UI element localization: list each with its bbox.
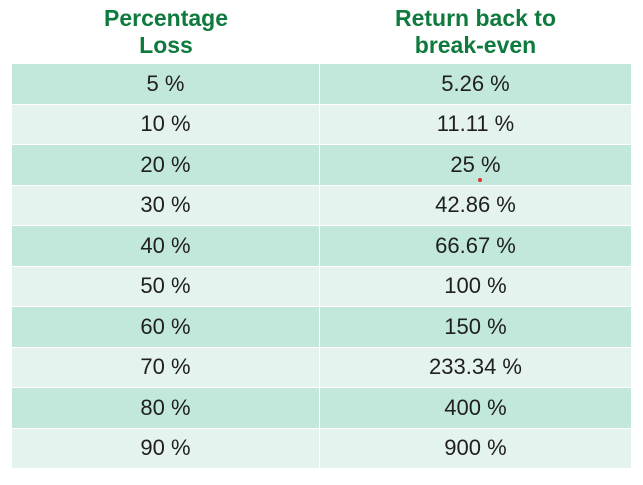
return-cell: 11.11 % (436, 111, 515, 137)
table-row: 50 % 100 % (12, 266, 631, 307)
loss-cell: 50 % (12, 266, 320, 306)
loss-cell: 90 % (12, 428, 320, 468)
loss-cell: 20 % (12, 145, 320, 185)
table-row: 90 % 900 % (12, 428, 631, 469)
return-cell: 42.86 % (435, 192, 516, 218)
loss-cell: 60 % (12, 307, 320, 347)
table-row: 40 % 66.67 % (12, 226, 631, 267)
table-row: 20 % 25 % (12, 145, 631, 186)
return-cell: 66.67 % (435, 232, 516, 258)
return-cell: 233.34 % (429, 354, 522, 380)
cursor-marker-dot (478, 178, 482, 182)
return-cell: 900 % (444, 435, 507, 461)
table-body: 5 % 5.26 % 10 % 11.11 % 20 % 25 % 30 % 4… (12, 64, 631, 469)
loss-cell: 80 % (12, 388, 320, 428)
loss-cell: 70 % (12, 347, 320, 387)
loss-cell: 5 % (12, 64, 320, 104)
return-cell: 25 % (450, 151, 501, 177)
return-cell: 5.26 % (441, 70, 510, 96)
table-header-row: Percentage Loss Return back to break-eve… (12, 0, 631, 64)
table-row: 80 % 400 % (12, 388, 631, 429)
return-cell: 100 % (444, 273, 507, 299)
table-row: 5 % 5.26 % (12, 64, 631, 105)
table-row: 70 % 233.34 % (12, 347, 631, 388)
return-cell: 400 % (444, 394, 507, 420)
loss-cell: 30 % (12, 185, 320, 225)
loss-cell: 40 % (12, 226, 320, 266)
header-percentage-loss: Percentage Loss (103, 5, 228, 58)
table-row: 10 % 11.11 % (12, 104, 631, 145)
return-cell: 150 % (444, 313, 507, 339)
loss-recovery-table: Percentage Loss Return back to break-eve… (12, 0, 631, 469)
header-return-to-break-even: Return back to break-even (394, 5, 557, 58)
table-row: 60 % 150 % (12, 307, 631, 348)
loss-cell: 10 % (12, 104, 320, 144)
table-row: 30 % 42.86 % (12, 185, 631, 226)
